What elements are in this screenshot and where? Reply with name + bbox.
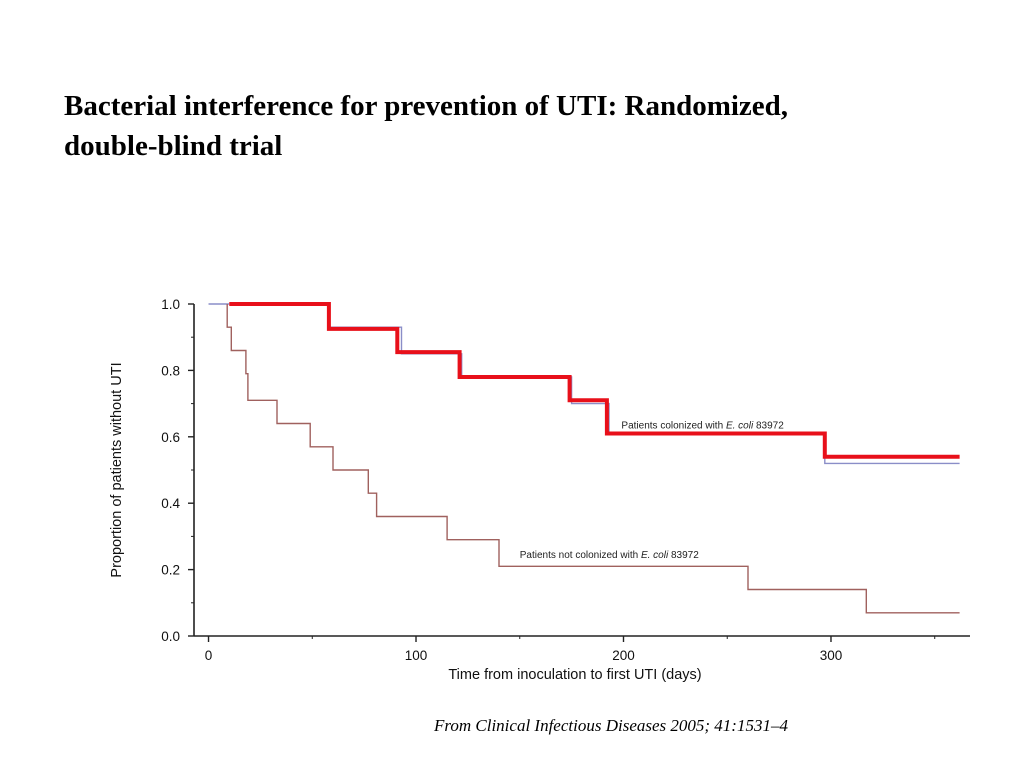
slide-title-line-2: double-blind trial [64, 130, 283, 162]
slide-title: Bacterial interference for prevention of… [64, 86, 964, 166]
citation: From Clinical Infectious Diseases 2005; … [434, 716, 788, 735]
annotation-not-colonized: Patients not colonized with E. coli 8397… [520, 550, 699, 561]
annotation-colonized: Patients colonized with E. coli 83972 [621, 421, 784, 432]
series-line-not-colonized [226, 304, 960, 614]
x-tick-label: 200 [612, 648, 635, 663]
y-tick-label: 1.0 [161, 297, 180, 312]
survival-chart: 0.0 0.2 0.4 0.6 0.8 1.0 0 100 200 300 Patients co… [109, 297, 970, 683]
chart-annotations: Patients colonized with E. coli 83972 Pat… [520, 421, 784, 561]
y-tick-label: 0.8 [161, 363, 180, 378]
slide-title-line-1: Bacterial interference for prevention of… [64, 90, 789, 122]
y-tick-label: 0.6 [161, 430, 180, 445]
chart-axes: 0.0 0.2 0.4 0.6 0.8 1.0 0 100 200 300 [161, 297, 970, 663]
x-tick-label: 100 [405, 648, 428, 663]
y-axis-label: Proportion of patients without UTI [109, 362, 125, 577]
chart-series [208, 302, 960, 614]
kaplan-meier-figure: 0.0 0.2 0.4 0.6 0.8 1.0 0 100 200 300 Patients co… [64, 286, 982, 683]
x-tick-label: 300 [820, 648, 843, 663]
y-tick-label: 0.4 [161, 496, 180, 511]
x-tick-label: 0 [205, 648, 213, 663]
y-tick-label: 0.2 [161, 563, 180, 578]
series-highlight-colonized [229, 302, 960, 459]
x-axis-label: Time from inoculation to first UTI (days… [448, 667, 701, 683]
y-tick-label: 0.0 [161, 629, 180, 644]
